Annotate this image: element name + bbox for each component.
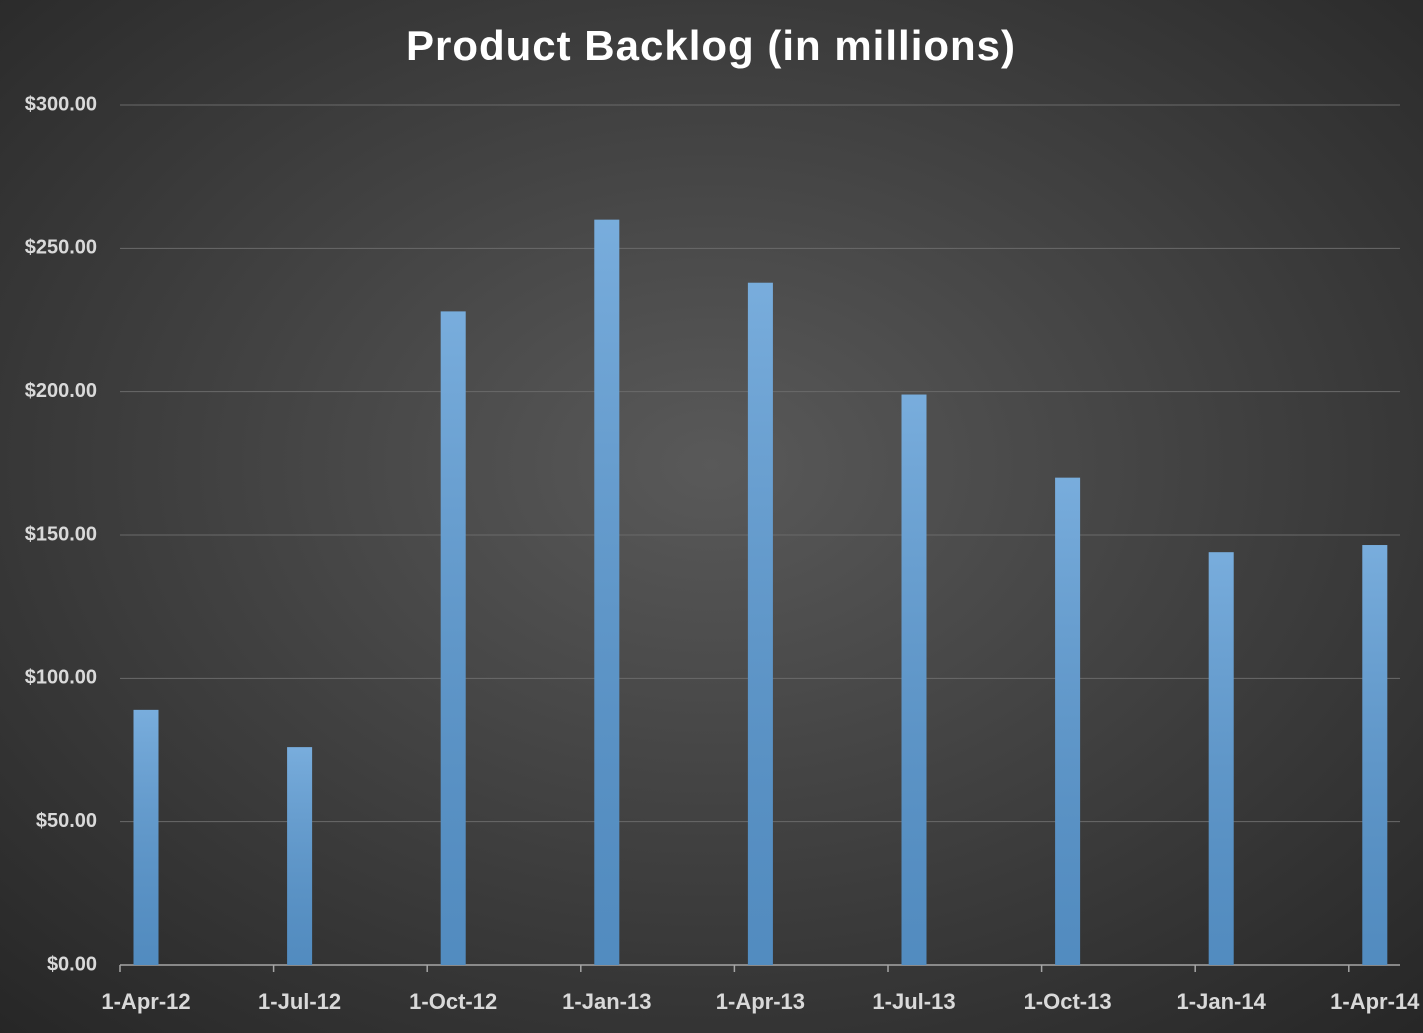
bar <box>1362 545 1388 965</box>
bar <box>287 747 313 965</box>
y-tick-label: $150.00 <box>25 523 97 545</box>
x-tick-label: 1-Oct-13 <box>1024 989 1112 1014</box>
x-tick-label: 1-Jul-13 <box>872 989 955 1014</box>
bar <box>1055 477 1081 965</box>
y-tick-label: $300.00 <box>25 93 97 115</box>
y-tick-label: $100.00 <box>25 667 97 689</box>
x-tick-label: 1-Apr-14 <box>1330 989 1420 1014</box>
chart-title: Product Backlog (in millions) <box>406 22 1016 69</box>
bar <box>440 311 466 965</box>
bar <box>133 709 159 965</box>
y-tick-label: $50.00 <box>36 810 97 832</box>
x-tick-label: 1-Jan-14 <box>1177 989 1267 1014</box>
x-tick-label: 1-Apr-12 <box>101 989 190 1014</box>
x-tick-label: 1-Apr-13 <box>716 989 805 1014</box>
bar <box>1208 552 1234 965</box>
x-tick-label: 1-Jul-12 <box>258 989 341 1014</box>
y-tick-label: $250.00 <box>25 237 97 259</box>
bar <box>901 394 927 965</box>
y-tick-label: $200.00 <box>25 380 97 402</box>
x-tick-label: 1-Oct-12 <box>409 989 497 1014</box>
y-tick-label: $0.00 <box>47 953 97 975</box>
bar <box>594 219 620 965</box>
x-tick-label: 1-Jan-13 <box>562 989 651 1014</box>
bar <box>747 282 773 965</box>
